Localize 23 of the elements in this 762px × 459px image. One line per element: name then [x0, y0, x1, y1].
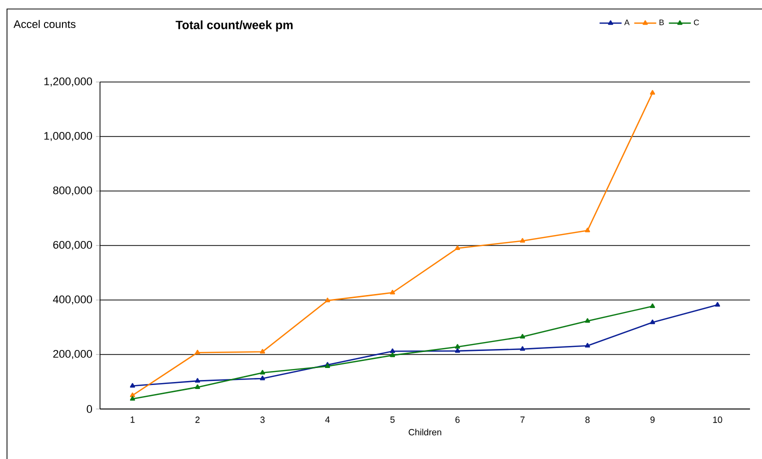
- y-tick-label: 200,000: [53, 350, 92, 360]
- x-tick-label: 2: [195, 416, 200, 423]
- x-tick-label: 7: [520, 416, 525, 423]
- legend-label: C: [694, 20, 699, 26]
- y-tick-label: 600,000: [53, 240, 92, 250]
- x-tick-label: 1: [130, 416, 135, 423]
- legend-label: A: [624, 20, 630, 26]
- y-tick-label: 1,200,000: [44, 77, 92, 87]
- y-tick-label: 1,000,000: [44, 132, 92, 142]
- y-axis-title: Accel counts: [14, 20, 76, 28]
- y-tick-label: 400,000: [52, 295, 92, 305]
- chart-title: Total count/week pm: [176, 20, 293, 32]
- x-tick-label: 9: [650, 416, 655, 423]
- x-tick-label: 3: [260, 416, 265, 423]
- y-tick-label: 0: [86, 405, 92, 413]
- x-tick-label: 10: [713, 416, 722, 423]
- x-tick-label: 8: [585, 416, 590, 423]
- x-tick-label: 6: [455, 416, 460, 423]
- x-axis-title: Children: [408, 428, 442, 436]
- y-tick-label: 800,000: [53, 186, 92, 196]
- legend-label: B: [660, 20, 664, 26]
- x-tick-label: 4: [325, 416, 330, 423]
- x-tick-label: 5: [390, 416, 395, 423]
